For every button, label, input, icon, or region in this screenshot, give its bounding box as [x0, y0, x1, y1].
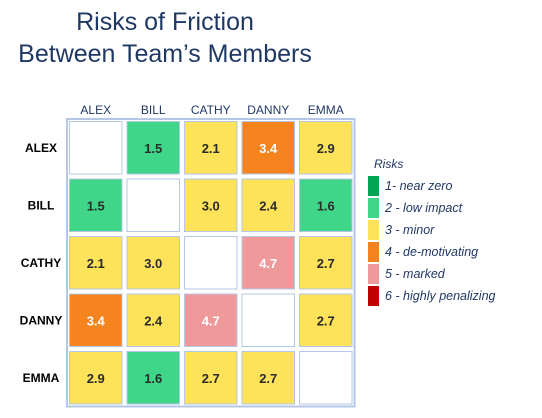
cell-value-label: 2.9 — [317, 141, 335, 156]
heatmap-cell — [69, 293, 123, 347]
legend-swatch — [368, 264, 379, 284]
heatmap-cell — [299, 178, 353, 232]
row-header: CATHY — [21, 256, 61, 270]
row-header: DANNY — [20, 313, 63, 327]
legend-item: 5 - marked — [368, 263, 538, 285]
cell-value-label: 2.7 — [317, 256, 335, 271]
cell-value-label: 4.7 — [259, 256, 277, 271]
cell-value-label: 1.6 — [317, 198, 335, 213]
cell-value-label: 3.4 — [259, 141, 278, 156]
column-header: DANNY — [247, 103, 289, 117]
column-header: ALEX — [80, 103, 111, 117]
heatmap-cell — [126, 121, 180, 175]
cell-value-label: 1.6 — [144, 371, 162, 386]
cell-value-label: 2.4 — [259, 198, 278, 213]
heatmap-cell — [299, 351, 353, 405]
legend-swatch — [368, 198, 379, 218]
heatmap-cell — [69, 121, 123, 175]
heatmap-cell — [184, 236, 238, 290]
legend-swatch — [368, 286, 379, 306]
heatmap-cell — [241, 121, 295, 175]
cell-value-label: 2.7 — [259, 371, 277, 386]
heatmap-cell — [69, 236, 123, 290]
legend-label: 4 - de-motivating — [385, 245, 479, 259]
heatmap-cell — [241, 178, 295, 232]
heatmap-cell — [241, 236, 295, 290]
column-header: BILL — [141, 103, 166, 117]
cell-value-label: 4.7 — [202, 313, 220, 328]
cell-value-label: 2.9 — [87, 371, 105, 386]
legend-swatch — [368, 176, 379, 196]
legend-title: Risks — [374, 157, 404, 171]
cell-value-label: 2.7 — [202, 371, 220, 386]
heatmap-cell — [126, 293, 180, 347]
row-header: BILL — [28, 198, 55, 212]
heatmap-cell — [126, 178, 180, 232]
legend-label: 3 - minor — [385, 223, 435, 237]
heatmap-cell — [184, 293, 238, 347]
heatmap-cell — [241, 351, 295, 405]
column-header: EMMA — [308, 103, 344, 117]
heatmap-cell — [184, 178, 238, 232]
heatmap-cell — [241, 293, 295, 347]
cell-value-label: 1.5 — [144, 141, 162, 156]
chart-title-line-1: Risks of Friction — [76, 8, 254, 36]
cell-value-label: 2.1 — [202, 141, 220, 156]
legend-item: 4 - de-motivating — [368, 241, 538, 263]
heatmap-cell — [299, 236, 353, 290]
cell-value-label: 2.1 — [87, 256, 105, 271]
legend-label: 1- near zero — [385, 179, 453, 193]
legend-item: 3 - minor — [368, 219, 538, 241]
chart-title-line-2: Between Team’s Members — [18, 40, 312, 68]
heatmap-cell — [69, 178, 123, 232]
cell-value-label: 2.4 — [144, 313, 163, 328]
row-header: ALEX — [25, 141, 57, 155]
heatmap-cell — [126, 351, 180, 405]
heatmap-cell — [184, 121, 238, 175]
risk-matrix: ALEX BILL CATHY DANNY EMMA ALEX BILL CATHY DANNY… — [20, 103, 356, 408]
cell-value-label: 3.0 — [202, 198, 220, 213]
heatmap-cell — [126, 236, 180, 290]
legend-swatch — [368, 242, 379, 262]
cell-value-label: 2.7 — [317, 313, 335, 328]
heatmap-cell — [299, 293, 353, 347]
cell-value-label: 1.5 — [87, 198, 105, 213]
legend-item: 6 - highly penalizing — [368, 285, 538, 307]
legend-swatch — [368, 220, 379, 240]
row-header: EMMA — [23, 371, 60, 385]
legend-label: 2 - low impact — [385, 201, 463, 215]
heatmap-cell — [299, 121, 353, 175]
heatmap-cell — [69, 351, 123, 405]
legend: Risks 1- near zero 2 - low impact 3 - mi… — [368, 157, 538, 307]
legend-label: 5 - marked — [385, 267, 445, 281]
chart-title: Risks of Friction Between Team’s Members — [0, 6, 330, 70]
legend-item: 1- near zero — [368, 175, 538, 197]
cell-value-label: 3.4 — [87, 313, 106, 328]
legend-item: 2 - low impact — [368, 197, 538, 219]
heatmap-cell — [184, 351, 238, 405]
cell-value-label: 3.0 — [144, 256, 162, 271]
column-header: CATHY — [191, 103, 231, 117]
legend-label: 6 - highly penalizing — [385, 289, 496, 303]
